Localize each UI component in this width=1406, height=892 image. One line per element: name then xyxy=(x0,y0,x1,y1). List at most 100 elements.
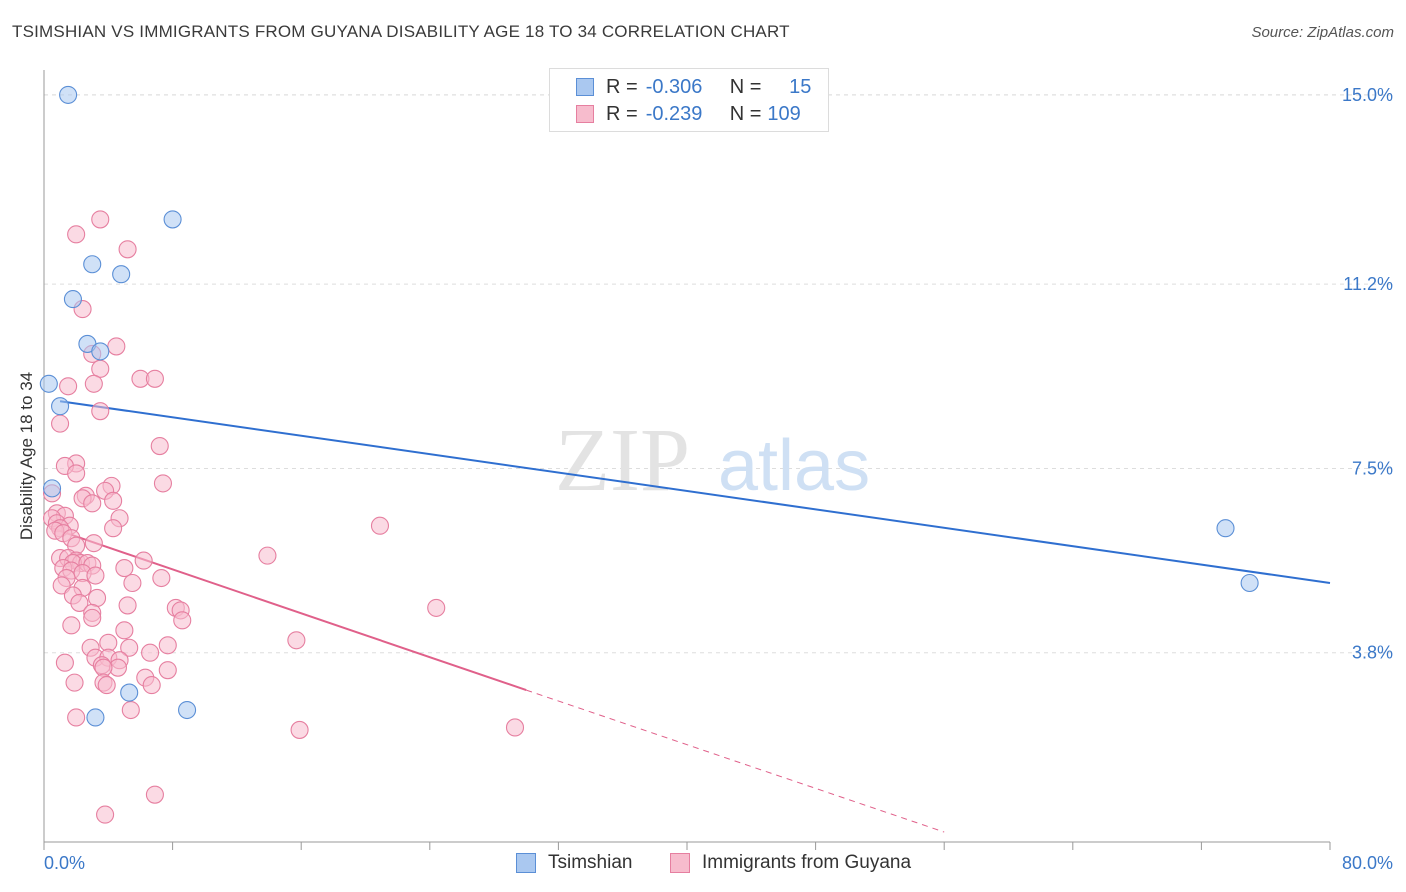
guyana-point xyxy=(118,240,137,259)
guyana-point xyxy=(115,621,134,640)
guyana-point xyxy=(87,588,107,607)
guyana-point xyxy=(141,643,160,662)
guyana-point xyxy=(153,474,173,493)
tsimshian-legend-swatch xyxy=(516,853,536,873)
guyana-legend-swatch xyxy=(670,853,690,873)
guyana-point xyxy=(104,491,123,510)
tsimshian-point xyxy=(59,85,78,104)
r-value: -0.306 xyxy=(645,75,703,98)
trend-lines xyxy=(51,400,1331,833)
chart-title: TSIMSHIAN VS IMMIGRANTS FROM GUYANA DISA… xyxy=(12,22,790,41)
guyana-point xyxy=(173,611,192,630)
guyana-point xyxy=(67,225,86,244)
guyana-point xyxy=(84,534,103,553)
watermark-zip: ZIP xyxy=(555,411,690,510)
tsimshian-point xyxy=(39,374,58,393)
guyana-swatch xyxy=(576,105,594,123)
guyana-point xyxy=(83,494,102,513)
tsimshian-trend-line xyxy=(59,400,1331,584)
guyana-point xyxy=(91,402,110,421)
tsimshian-point xyxy=(91,342,110,361)
y-axis-label: Disability Age 18 to 34 xyxy=(17,372,36,540)
tsimshian-point xyxy=(51,397,70,416)
tsimshian-point xyxy=(178,700,197,720)
watermark: ZIP atlas xyxy=(555,411,870,510)
r-label: R = xyxy=(606,102,638,125)
guyana-point xyxy=(104,519,123,538)
guyana-point xyxy=(67,708,86,727)
guyana-point xyxy=(91,210,110,229)
r-value: -0.239 xyxy=(645,102,703,125)
tsimshian-point xyxy=(63,290,82,309)
y-tick-label: 11.2% xyxy=(1343,274,1393,294)
guyana-point xyxy=(83,608,102,627)
guyana-point xyxy=(427,598,446,617)
guyana-point xyxy=(62,616,81,635)
y-tick-label: 15.0% xyxy=(1342,85,1393,105)
guyana-point xyxy=(115,559,134,578)
n-value: 15 xyxy=(789,75,812,98)
y-tick-label: 3.8% xyxy=(1352,643,1393,663)
guyana-point xyxy=(134,551,153,570)
data-points xyxy=(39,85,1259,824)
bottom-legend-guyana: Immigrants from Guyana xyxy=(670,852,911,874)
guyana-point xyxy=(290,720,309,739)
guyana-point xyxy=(59,377,78,396)
legend-row-tsimshian: R = -0.306 N = 15 xyxy=(576,74,811,100)
guyana-point xyxy=(145,369,164,388)
tsimshian-point xyxy=(112,265,131,284)
n-label: N = xyxy=(729,75,762,98)
guyana-trend-line xyxy=(51,527,527,692)
guyana-point xyxy=(158,661,177,680)
guyana-point xyxy=(107,337,126,356)
guyana-point xyxy=(120,638,139,657)
tsimshian-point xyxy=(120,683,139,702)
guyana-point xyxy=(121,700,140,720)
guyana-point xyxy=(505,718,525,737)
guyana-point xyxy=(142,676,161,695)
tsimshian-point xyxy=(1216,519,1235,538)
guyana-point xyxy=(258,546,277,565)
bottom-legend-tsimshian: Tsimshian xyxy=(516,852,632,874)
guyana-point xyxy=(97,676,116,695)
tsimshian-point xyxy=(86,708,105,727)
source-label: Source: ZipAtlas.com xyxy=(1251,24,1394,41)
guyana-point xyxy=(55,653,74,672)
guyana-trend-extension xyxy=(526,689,945,833)
guyana-point xyxy=(96,805,115,824)
guyana-point xyxy=(370,516,390,535)
watermark-atlas: atlas xyxy=(718,426,870,506)
r-label: R = xyxy=(606,75,638,98)
legend-row-guyana: R = -0.239 N = 109 xyxy=(576,101,807,127)
tsimshian-point xyxy=(83,255,102,274)
y-tick-label: 7.5% xyxy=(1352,458,1393,478)
guyana-point xyxy=(118,596,137,615)
guyana-point xyxy=(65,673,84,692)
guyana-point xyxy=(287,631,306,650)
guyana-point xyxy=(145,785,164,804)
x-tick-label-min: 0.0% xyxy=(44,853,85,873)
tsimshian-point xyxy=(42,479,62,498)
x-tick-label-max: 80.0% xyxy=(1342,853,1393,873)
n-label: N = xyxy=(729,102,762,125)
guyana-point xyxy=(70,593,89,612)
tsimshian-point xyxy=(1240,573,1259,593)
tsimshian-swatch xyxy=(576,78,594,96)
gridlines xyxy=(44,94,1392,654)
axis-labels: 3.8% 7.5% 11.2% 15.0% 0.0% 80.0% Disability Ag… xyxy=(17,85,1393,873)
guyana-point xyxy=(152,568,171,588)
guyana-point xyxy=(150,436,169,456)
axes xyxy=(43,70,1331,850)
guyana-point xyxy=(86,566,105,585)
guyana-point xyxy=(51,414,70,433)
correlation-legend: R = -0.306 N = 15 R = -0.239 N = 109 xyxy=(549,68,829,132)
guyana-point xyxy=(84,374,103,393)
guyana-point xyxy=(158,636,177,655)
guyana-point xyxy=(123,573,142,593)
guyana-legend-label: Immigrants from Guyana xyxy=(702,852,912,873)
tsimshian-legend-label: Tsimshian xyxy=(548,852,633,873)
guyana-point xyxy=(67,464,86,483)
tsimshian-point xyxy=(163,210,182,229)
n-value: 109 xyxy=(767,102,801,125)
